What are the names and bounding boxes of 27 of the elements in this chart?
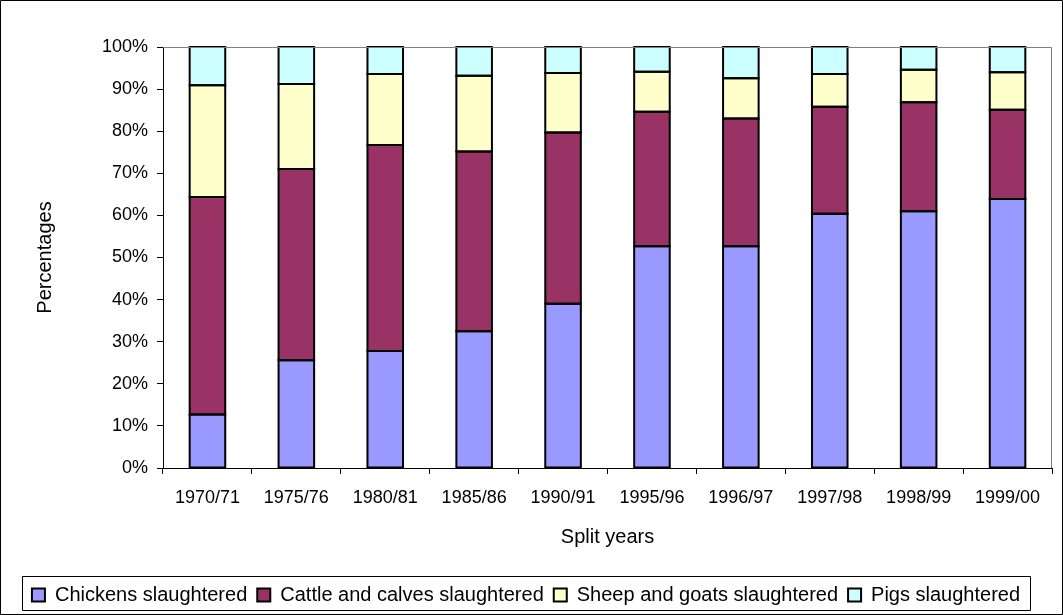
x-tick-label: 1997/98 (797, 486, 863, 507)
x-axis-title: Split years (560, 524, 655, 547)
y-tick-label: 50% (111, 246, 148, 267)
x-tick-label: 1970/71 (174, 486, 240, 507)
y-tick-label: 60% (111, 204, 148, 225)
y-tick-label: 40% (111, 288, 148, 309)
x-tick-label: 1995/96 (619, 486, 685, 507)
x-tick-label: 1980/81 (352, 486, 418, 507)
x-tick-label: 1999/00 (975, 486, 1041, 507)
y-tick-label: 100% (101, 35, 148, 56)
y-tick-label: 80% (111, 120, 148, 141)
y-tick-label: 90% (111, 78, 148, 99)
x-tick-label: 1998/99 (886, 486, 952, 507)
y-tick-label: 0% (121, 456, 148, 477)
y-axis-title: Percentages (32, 201, 55, 314)
y-tick-label: 20% (111, 372, 148, 393)
legend-label: Pigs slaughtered (871, 582, 1021, 605)
legend-label: Sheep and goats slaughtered (576, 582, 839, 605)
y-tick-label: 30% (111, 330, 148, 351)
x-tick-label: 1985/86 (441, 486, 507, 507)
y-tick-label: 70% (111, 162, 148, 183)
legend-label: Cattle and calves slaughtered (280, 582, 544, 605)
x-tick-label: 1990/91 (530, 486, 596, 507)
x-tick-label: 1975/76 (263, 486, 329, 507)
legend-label: Chickens slaughtered (54, 582, 248, 605)
y-tick-label: 10% (111, 414, 148, 435)
x-tick-label: 1996/97 (708, 486, 774, 507)
